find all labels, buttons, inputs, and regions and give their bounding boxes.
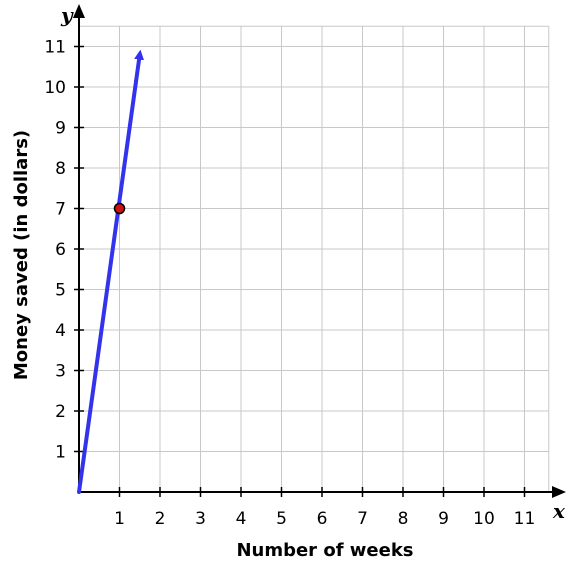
y-tick-label: 4 bbox=[55, 321, 66, 341]
y-tick-label: 3 bbox=[55, 362, 66, 382]
x-axis-arrowhead bbox=[552, 486, 566, 498]
axes bbox=[73, 4, 566, 498]
y-tick-label: 1 bbox=[55, 443, 66, 463]
x-tick-label: 6 bbox=[317, 509, 328, 529]
series bbox=[77, 49, 145, 494]
series-line bbox=[77, 49, 145, 494]
y-tick-label: 5 bbox=[55, 281, 66, 301]
x-tick-label: 2 bbox=[155, 509, 166, 529]
y-tick-label: 11 bbox=[44, 38, 66, 58]
y-axis-label: Money saved (in dollars) bbox=[11, 130, 32, 380]
y-tick-label: 7 bbox=[55, 200, 66, 220]
y-axis-arrowhead bbox=[73, 4, 85, 18]
x-axis-variable: x bbox=[552, 499, 566, 523]
x-axis-label: Number of weeks bbox=[236, 540, 413, 561]
x-tick-label: 4 bbox=[236, 509, 247, 529]
data-point bbox=[113, 202, 126, 215]
y-tick-label: 2 bbox=[55, 402, 66, 422]
x-tick-label: 3 bbox=[195, 509, 206, 529]
y-axis-variable: y bbox=[60, 3, 74, 27]
x-tick-label: 1 bbox=[114, 509, 125, 529]
x-tick-label: 10 bbox=[473, 509, 495, 529]
grid bbox=[79, 25, 550, 492]
x-tick-label: 8 bbox=[398, 509, 409, 529]
y-tick-label: 6 bbox=[55, 240, 66, 260]
x-tick-label: 5 bbox=[276, 509, 287, 529]
x-tick-label: 7 bbox=[357, 509, 368, 529]
y-tick-label: 10 bbox=[44, 78, 66, 98]
points bbox=[113, 202, 126, 215]
x-tick-label: 11 bbox=[514, 509, 536, 529]
x-tick-label: 9 bbox=[438, 509, 449, 529]
y-tick-label: 9 bbox=[55, 119, 66, 139]
y-tick-label: 8 bbox=[55, 159, 66, 179]
